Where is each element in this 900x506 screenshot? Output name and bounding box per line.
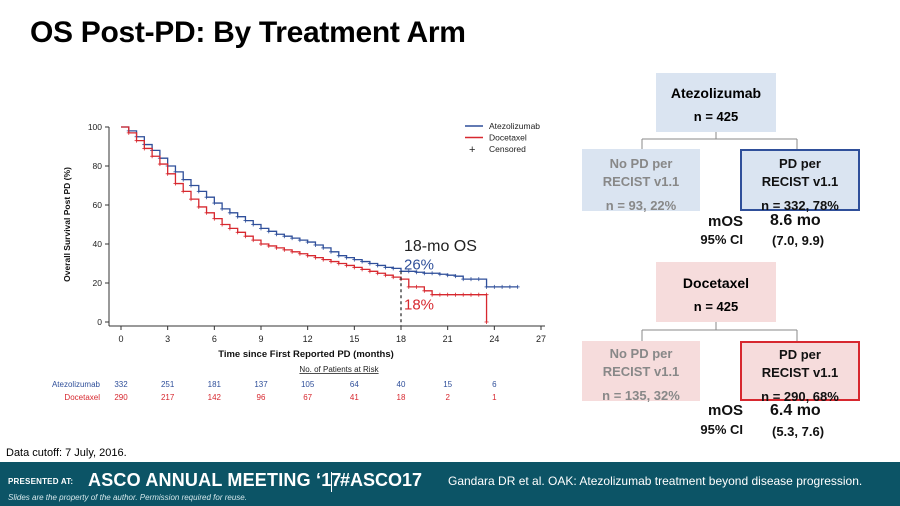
y-tick-label: 0 — [97, 317, 102, 327]
risk-cell: 1 — [492, 393, 497, 402]
doc-root-n: n = 425 — [693, 299, 739, 314]
risk-cell: 332 — [114, 380, 128, 389]
legend-censored-symbol: + — [469, 144, 475, 156]
footer-citation: Gandara DR et al. OAK: Atezolizumab trea… — [448, 474, 863, 488]
doc-mos-label: mOS — [707, 402, 743, 419]
x-tick-label: 24 — [489, 334, 499, 344]
risk-cell: 142 — [208, 393, 222, 402]
risk-cell: 137 — [254, 380, 268, 389]
x-tick-label: 3 — [165, 334, 170, 344]
atezo-pd-l2: RECIST v1.1 — [761, 174, 839, 189]
doc-pd-l2: RECIST v1.1 — [761, 365, 839, 380]
data-cutoff-note: Data cutoff: 7 July, 2016. — [6, 447, 127, 459]
risk-cell: 64 — [350, 380, 359, 389]
risk-cell: 105 — [301, 380, 315, 389]
atezo-nopd-l1: No PD per — [609, 156, 673, 171]
legend-entry-1: Docetaxel — [489, 133, 527, 143]
atezo-nopd-l2: RECIST v1.1 — [602, 174, 680, 189]
doc-mos-value: 6.4 mo — [770, 402, 821, 419]
atezo-pd-box: PD per RECIST v1.1 n = 332, 78% — [740, 149, 860, 213]
risk-cell: 290 — [114, 393, 128, 402]
footer-meeting-name: ASCO ANNUAL MEETING ‘17 — [88, 470, 342, 490]
doc-nopd-box: No PD per RECIST v1.1 n = 135, 32% — [582, 341, 700, 403]
risk-cell: 217 — [161, 393, 175, 402]
doc-nopd-l1: No PD per — [609, 346, 673, 361]
risk-cell: 40 — [397, 380, 406, 389]
risk-cell: 181 — [208, 380, 222, 389]
atezo-mos-value: 8.6 mo — [770, 212, 821, 229]
risk-row-label: Atezolizumab — [52, 380, 101, 389]
annotation-2: 18% — [404, 296, 434, 313]
x-tick-label: 18 — [396, 334, 406, 344]
footer-slides-notice: Slides are the property of the author. P… — [8, 493, 247, 502]
footer-bar: PRESENTED AT: ASCO ANNUAL MEETING ‘17 #A… — [0, 462, 900, 506]
y-tick-label: 20 — [93, 278, 103, 288]
doc-root-box: Docetaxel n = 425 — [656, 262, 776, 322]
atezo-nopd-n: n = 93, 22% — [605, 198, 677, 213]
risk-table-title: No. of Patients at Risk — [299, 365, 379, 374]
risk-cell: 15 — [443, 380, 452, 389]
atezo-ci-label: 95% CI — [700, 232, 743, 247]
y-axis-label: Overall Survival Post PD (%) — [62, 167, 72, 282]
page-title: OS Post-PD: By Treatment Arm — [30, 16, 466, 49]
atezo-pd-l1: PD per — [779, 156, 821, 171]
risk-cell: 6 — [492, 380, 497, 389]
annotation-0: 18-mo OS — [404, 238, 477, 255]
atezo-root-n: n = 425 — [693, 109, 739, 124]
doc-pd-n: n = 290, 68% — [761, 389, 839, 404]
risk-row-label: Docetaxel — [64, 393, 100, 402]
legend-entry-2: Censored — [489, 144, 526, 154]
footer-separator — [331, 472, 332, 492]
x-tick-label: 6 — [212, 334, 217, 344]
atezo-root-name: Atezolizumab — [670, 85, 762, 101]
risk-cell: 18 — [397, 393, 406, 402]
y-tick-label: 60 — [93, 200, 103, 210]
doc-ci-label: 95% CI — [700, 422, 743, 437]
doc-pd-box: PD per RECIST v1.1 n = 290, 68% — [740, 341, 860, 404]
risk-cell: 67 — [303, 393, 312, 402]
x-tick-label: 0 — [118, 334, 123, 344]
footer-presented-at: PRESENTED AT: — [8, 477, 74, 486]
atezo-root-box: Atezolizumab n = 425 — [656, 73, 776, 132]
doc-pd-l1: PD per — [779, 347, 821, 362]
doc-nopd-l2: RECIST v1.1 — [602, 364, 680, 379]
atezo-ci-value: (7.0, 9.9) — [772, 233, 825, 248]
risk-cell: 251 — [161, 380, 175, 389]
y-tick-label: 80 — [93, 161, 103, 171]
risk-cell: 96 — [257, 393, 266, 402]
y-tick-label: 40 — [93, 239, 103, 249]
doc-root-name: Docetaxel — [682, 275, 750, 291]
doc-ci-value: (5.3, 7.6) — [772, 424, 825, 439]
x-tick-label: 21 — [443, 334, 453, 344]
x-axis-label: Time since First Reported PD (months) — [218, 349, 394, 360]
x-tick-label: 27 — [536, 334, 546, 344]
atezo-mos-label: mOS — [707, 213, 743, 230]
footer-hashtag: #ASCO17 — [340, 470, 423, 490]
tree-connectors — [641, 132, 798, 341]
risk-cell: 41 — [350, 393, 359, 402]
doc-nopd-n: n = 135, 32% — [602, 388, 680, 403]
risk-cell: 2 — [445, 393, 450, 402]
atezo-nopd-box: No PD per RECIST v1.1 n = 93, 22% — [582, 149, 700, 213]
y-tick-label: 100 — [88, 122, 102, 132]
annotation-1: 26% — [404, 256, 434, 273]
legend-entry-0: Atezolizumab — [489, 121, 540, 131]
x-tick-label: 12 — [303, 334, 313, 344]
x-tick-label: 15 — [349, 334, 359, 344]
atezo-pd-n: n = 332, 78% — [761, 198, 839, 213]
x-tick-label: 9 — [258, 334, 263, 344]
